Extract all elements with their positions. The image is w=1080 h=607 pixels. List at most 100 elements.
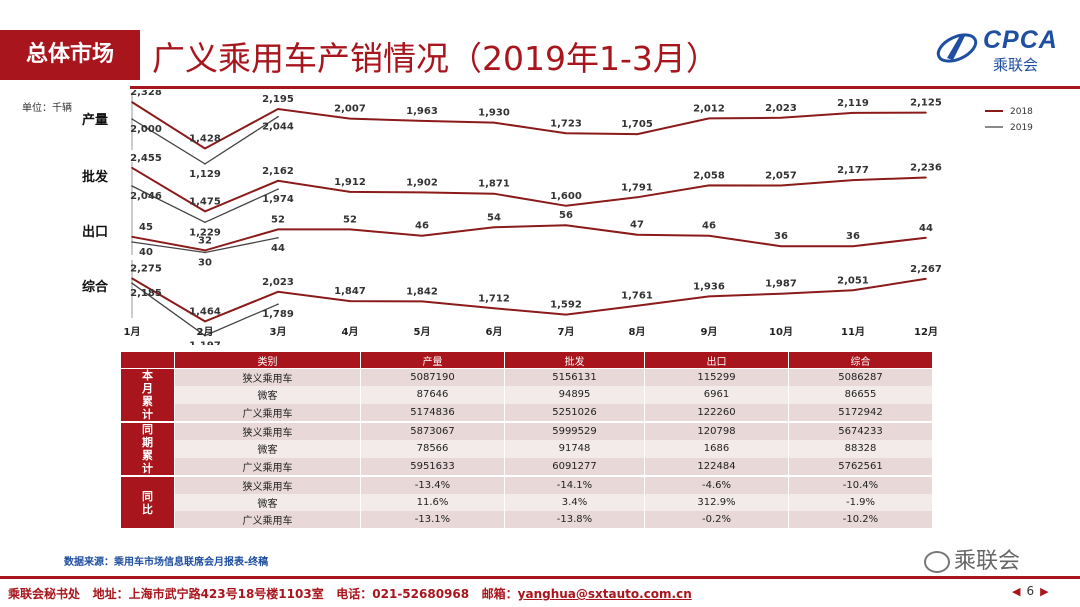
legend-label-2018: 2018 bbox=[1010, 107, 1033, 117]
data-label: 2,195 bbox=[262, 94, 294, 105]
table-row: 同期累计 狭义乘用车 5873067 5999529 120798 5674233 bbox=[120, 422, 933, 477]
page-number: 6 bbox=[1026, 584, 1035, 598]
data-point bbox=[493, 121, 495, 124]
data-label: 32 bbox=[198, 235, 212, 246]
data-point bbox=[925, 176, 927, 179]
column-header: 类别 bbox=[174, 351, 361, 369]
x-tick-label: 10月 bbox=[769, 326, 793, 338]
data-label: 2,185 bbox=[130, 288, 162, 299]
data-point bbox=[204, 251, 206, 254]
data-point bbox=[708, 295, 710, 298]
table-row: 本月累计 狭义乘用车 5087190 5156131 115299 5086287 bbox=[120, 368, 933, 423]
data-label: 1,789 bbox=[262, 309, 294, 320]
data-point bbox=[204, 249, 206, 252]
data-label: 56 bbox=[559, 210, 573, 221]
data-label: 46 bbox=[702, 221, 716, 232]
table-cell: 94895 bbox=[504, 386, 645, 404]
column-header: 出口 bbox=[644, 351, 789, 369]
data-point bbox=[636, 304, 638, 307]
wechat-icon bbox=[924, 551, 950, 573]
data-point bbox=[852, 245, 854, 247]
data-point bbox=[852, 179, 854, 181]
table-corner bbox=[120, 351, 175, 369]
data-point bbox=[565, 205, 567, 207]
data-label: 1,723 bbox=[550, 118, 582, 129]
table-cell: 5762561 bbox=[788, 457, 933, 478]
data-label: 1,791 bbox=[621, 182, 653, 193]
row-label: 广义乘用车 bbox=[174, 511, 361, 530]
table-cell: 122484 bbox=[644, 457, 789, 478]
data-label: 2,267 bbox=[910, 264, 942, 275]
table-cell: 5873067 bbox=[360, 422, 505, 441]
data-point bbox=[565, 224, 567, 226]
row-label: 狭义乘用车 bbox=[174, 368, 361, 387]
data-point bbox=[493, 226, 495, 229]
data-label: 52 bbox=[343, 214, 357, 225]
table-cell: -1.9% bbox=[788, 494, 933, 511]
table-cell: 120798 bbox=[644, 422, 789, 441]
data-label: 47 bbox=[630, 220, 644, 231]
data-point bbox=[277, 180, 279, 182]
table-cell: 88328 bbox=[788, 440, 933, 458]
data-label: 1,842 bbox=[406, 286, 438, 297]
data-point bbox=[708, 234, 710, 237]
data-label: 44 bbox=[919, 223, 933, 234]
data-label: 1,936 bbox=[693, 281, 725, 292]
x-tick-label: 9月 bbox=[701, 326, 718, 338]
unit-label: 单位：千辆 bbox=[22, 103, 72, 114]
triangle-left-icon[interactable]: ◀ bbox=[1012, 585, 1021, 598]
logo-cn: 乘联会 bbox=[993, 56, 1039, 74]
data-point bbox=[636, 233, 638, 236]
x-tick-label: 8月 bbox=[629, 326, 646, 338]
data-label: 1,592 bbox=[550, 300, 582, 311]
line-chart: 产量 2,328 1,428 2,195 2,007 1,963 1,930 1,723 1,7… bbox=[82, 90, 1033, 345]
table-row: 广义乘用车 5951633 6091277 122484 5762561 bbox=[121, 457, 933, 478]
panel-label-0: 产量 bbox=[82, 112, 108, 128]
data-label: 1,475 bbox=[189, 196, 221, 207]
row-label: 广义乘用车 bbox=[174, 457, 361, 478]
data-point bbox=[277, 115, 279, 118]
data-label: 2,119 bbox=[837, 98, 869, 109]
table-row: 广义乘用车 5174836 5251026 122260 5172942 bbox=[121, 403, 933, 424]
x-tick-label: 3月 bbox=[270, 326, 287, 338]
data-label: 1,987 bbox=[765, 279, 797, 290]
data-label: 2,051 bbox=[837, 275, 869, 286]
table-cell: 122260 bbox=[644, 403, 789, 424]
data-point bbox=[204, 147, 206, 150]
data-label: 54 bbox=[487, 212, 501, 223]
data-point bbox=[780, 184, 782, 187]
data-point bbox=[493, 307, 495, 310]
data-point bbox=[277, 188, 279, 190]
data-label: 2,058 bbox=[693, 170, 725, 181]
row-group-label: 同比 bbox=[120, 476, 175, 530]
cpca-logo-icon bbox=[936, 33, 978, 63]
x-tick-label: 12月 bbox=[914, 326, 938, 338]
data-label: 52 bbox=[271, 214, 285, 225]
data-label: 2,023 bbox=[262, 277, 294, 288]
table-row: 同比 狭义乘用车 -13.4% -14.1% -4.6% -10.4% bbox=[120, 476, 933, 530]
data-label: 1,847 bbox=[334, 286, 366, 297]
table-cell: 5951633 bbox=[360, 457, 505, 478]
footer-address: 地址：上海市武宁路423号18号楼1103室 bbox=[92, 587, 324, 601]
triangle-right-icon[interactable]: ▶ bbox=[1040, 585, 1049, 598]
data-label: 2,057 bbox=[765, 171, 797, 182]
row-label: 广义乘用车 bbox=[174, 403, 361, 424]
column-header: 批发 bbox=[504, 351, 645, 369]
table-cell: 115299 bbox=[644, 368, 789, 387]
data-point bbox=[852, 289, 854, 292]
footer-email-link[interactable]: yanghua@sxtauto.com.cn bbox=[517, 587, 692, 601]
table-cell: 87646 bbox=[360, 386, 505, 404]
x-tick-label: 7月 bbox=[558, 326, 575, 338]
data-label: 1,930 bbox=[478, 108, 510, 119]
data-label: 2,023 bbox=[765, 103, 797, 114]
data-label: 2,455 bbox=[130, 153, 162, 164]
data-label: 2,044 bbox=[262, 122, 294, 133]
data-point bbox=[780, 292, 782, 295]
data-point bbox=[204, 163, 206, 165]
table-row: 广义乘用车 -13.1% -13.8% -0.2% -10.2% bbox=[121, 511, 933, 530]
table-row: 微客 11.6% 3.4% 312.9% -1.9% bbox=[121, 494, 933, 511]
logo-wordmark: CPCA bbox=[983, 26, 1058, 54]
data-point bbox=[708, 117, 710, 120]
table-row: 微客 87646 94895 6961 86655 bbox=[121, 386, 933, 404]
table-row: 微客 78566 91748 1686 88328 bbox=[121, 440, 933, 458]
